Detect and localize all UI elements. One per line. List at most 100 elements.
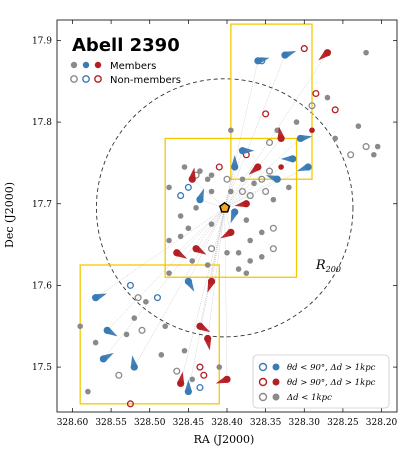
tail-head — [227, 228, 235, 236]
tail-head — [231, 163, 239, 171]
x-tick-label: 328.20 — [366, 418, 398, 428]
legend-members-gray-dot — [70, 61, 78, 69]
link-line — [180, 207, 225, 384]
data-point — [196, 383, 204, 392]
data-point — [265, 138, 274, 147]
tail-head — [323, 49, 332, 57]
tail-head — [173, 249, 181, 257]
data-point — [189, 258, 196, 264]
data-point — [223, 175, 231, 183]
data-point — [177, 213, 184, 219]
data-point — [246, 192, 254, 200]
x-tick-label: 328.50 — [134, 418, 166, 428]
tail-head — [273, 175, 281, 183]
tail-head — [177, 379, 185, 388]
tail-head — [296, 134, 305, 143]
link-line — [211, 207, 225, 282]
data-point — [123, 331, 130, 338]
x-axis-label: RA (J2000) — [194, 433, 255, 446]
data-point — [239, 176, 246, 183]
x-tick-label: 328.45 — [173, 418, 205, 428]
data-point — [166, 184, 172, 191]
data-point — [286, 184, 292, 191]
data-point — [185, 225, 192, 232]
tail-head — [196, 322, 204, 330]
legend-nonmembers-gray-dot — [70, 75, 78, 83]
x-tick-label: 328.55 — [95, 418, 127, 428]
link-line — [95, 207, 225, 298]
tail-head — [242, 200, 250, 208]
data-point — [332, 135, 338, 142]
data-point — [362, 143, 370, 151]
data-point — [371, 151, 377, 158]
tail-head — [184, 277, 192, 285]
link-line — [188, 207, 225, 282]
data-point — [162, 323, 168, 330]
tail-head — [184, 387, 192, 396]
legend-nonmembers-blue-dot — [82, 75, 90, 83]
bottom-legend-frame — [252, 354, 390, 409]
x-tick-label: 328.35 — [250, 418, 282, 428]
link-line — [199, 207, 225, 327]
data-point — [243, 217, 250, 223]
data-point — [126, 400, 134, 408]
data-point — [374, 143, 381, 150]
data-point — [177, 192, 185, 200]
data-point — [215, 163, 223, 171]
tail-head — [103, 326, 111, 334]
data-point — [324, 94, 331, 101]
tail-head — [254, 163, 262, 171]
cluster-center-marker — [219, 201, 231, 213]
tail-head — [304, 163, 312, 171]
data-point — [235, 266, 242, 272]
y-tick-label: 17.5 — [32, 363, 52, 373]
data-point — [153, 294, 162, 302]
legend-members-blue-dot — [82, 61, 90, 69]
data-point — [197, 168, 203, 174]
x-tick-label: 328.30 — [289, 418, 321, 428]
data-point — [300, 45, 308, 53]
legend-red-label: θd > 90°, Δd > 1kpc — [287, 378, 376, 388]
data-point — [207, 245, 216, 253]
link-line — [188, 207, 225, 392]
data-point — [262, 110, 270, 118]
legend-red-open-marker — [258, 377, 268, 387]
data-point — [258, 229, 265, 236]
chart-title: Abell 2390 — [72, 35, 180, 56]
data-point — [293, 119, 300, 125]
data-point — [138, 326, 146, 334]
tail-head — [277, 134, 285, 143]
data-point — [331, 106, 339, 114]
zoom-box — [230, 23, 313, 180]
data-point — [238, 187, 247, 196]
x-tick-label: 328.60 — [57, 418, 89, 428]
legend-members-label: Members — [110, 61, 156, 72]
tail-head — [238, 147, 247, 155]
data-point — [278, 164, 284, 170]
tail-head — [254, 57, 262, 65]
legend-gray-open-marker — [258, 392, 268, 402]
data-point — [181, 164, 188, 170]
data-point — [262, 187, 270, 196]
data-point — [77, 323, 83, 330]
data-point — [247, 237, 253, 244]
tail-head — [188, 175, 196, 183]
link-line — [224, 166, 259, 208]
legend-blue-open-marker — [258, 362, 268, 372]
data-point — [243, 270, 250, 276]
y-tick-label: 17.9 — [32, 36, 52, 46]
data-point — [173, 367, 181, 375]
data-point — [312, 89, 320, 98]
tail-head — [223, 375, 231, 383]
link-lines — [95, 52, 328, 392]
legend-gray-filled-marker — [272, 393, 280, 401]
tail-head — [92, 294, 100, 302]
link-line — [103, 207, 225, 360]
r200-label: R200 — [315, 258, 341, 274]
data-point — [131, 315, 138, 321]
data-point — [265, 167, 274, 175]
legend-red-filled-marker — [272, 378, 280, 386]
legend-gray-label: Δd < 1kpc — [286, 393, 332, 403]
x-tick-label: 328.25 — [327, 418, 359, 428]
tail-head — [281, 51, 289, 59]
